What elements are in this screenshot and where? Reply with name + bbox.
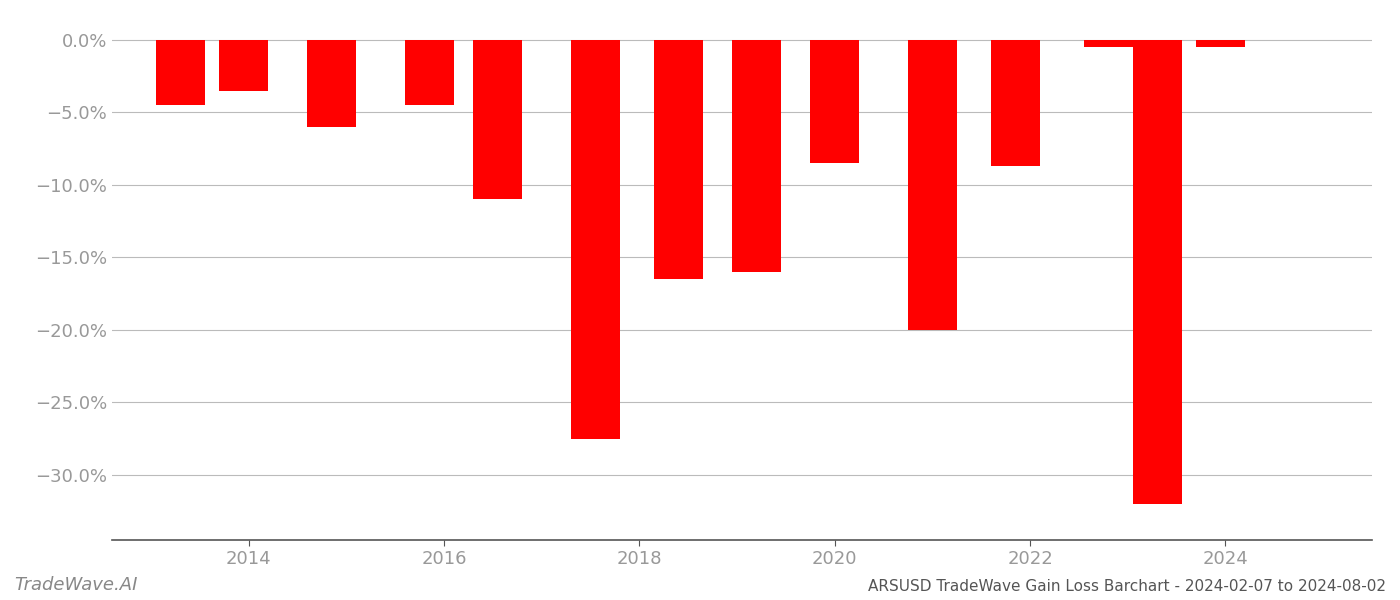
Bar <box>909 40 956 330</box>
Bar <box>155 40 204 105</box>
Bar <box>405 40 454 105</box>
Bar <box>991 40 1040 166</box>
Text: TradeWave.AI: TradeWave.AI <box>14 576 137 594</box>
Bar <box>308 40 356 127</box>
Bar <box>220 40 269 91</box>
Bar <box>1196 40 1245 47</box>
Text: ARSUSD TradeWave Gain Loss Barchart - 2024-02-07 to 2024-08-02: ARSUSD TradeWave Gain Loss Barchart - 20… <box>868 579 1386 594</box>
Bar <box>571 40 620 439</box>
Bar <box>1084 40 1133 47</box>
Bar <box>811 40 860 163</box>
Bar <box>732 40 781 272</box>
Bar <box>1133 40 1182 504</box>
Bar <box>654 40 703 279</box>
Bar <box>473 40 522 199</box>
